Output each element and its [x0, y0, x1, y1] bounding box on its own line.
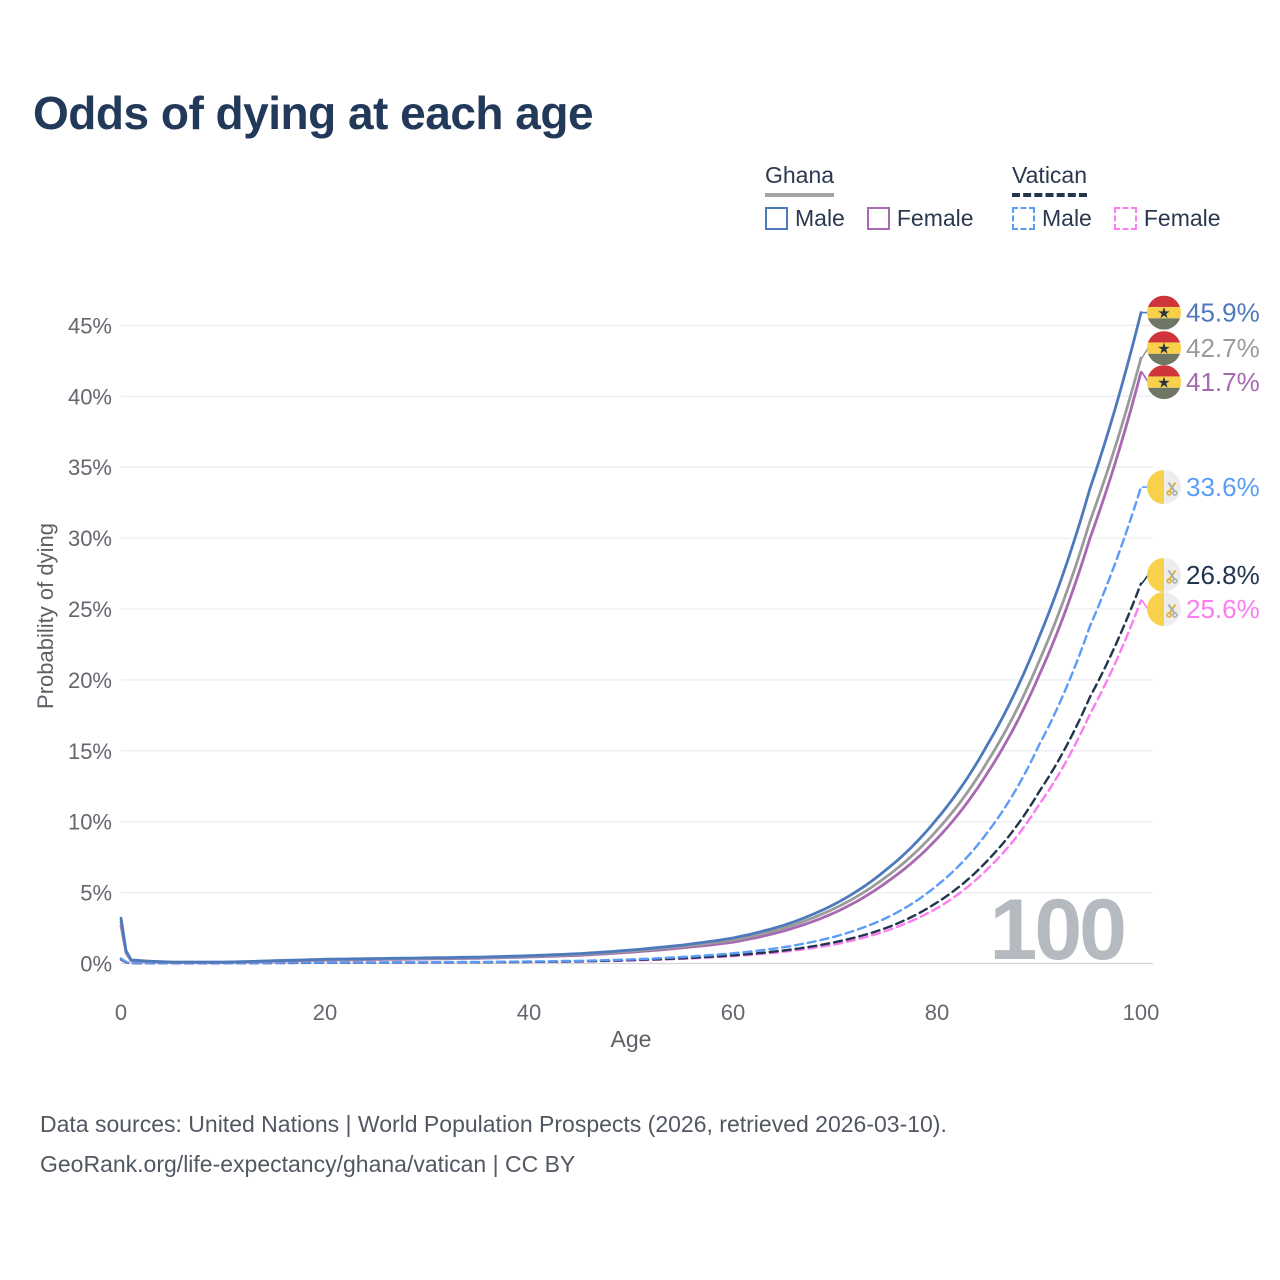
- vatican-male-end-value-label: 33.6%: [1186, 472, 1260, 502]
- x-tick-label: 20: [313, 1000, 337, 1025]
- footer-sources-line: Data sources: United Nations | World Pop…: [40, 1111, 947, 1137]
- ghana-flag-icon: ★: [1147, 331, 1181, 366]
- legend-label-vatican-male: Male: [1042, 205, 1092, 231]
- y-tick-label: 35%: [68, 455, 112, 480]
- ghana-flag-icon: ★: [1147, 365, 1181, 400]
- ghana-male-end-value-label: 45.9%: [1186, 298, 1260, 328]
- x-tick-label: 40: [517, 1000, 541, 1025]
- legend-label-vatican-female: Female: [1143, 205, 1221, 231]
- legend-items-vatican: Male Female: [1012, 205, 1221, 232]
- legend-label-ghana-female: Female: [896, 205, 974, 231]
- y-tick-label: 20%: [68, 668, 112, 693]
- vatican-flag-icon: [1147, 591, 1181, 626]
- vatican-female-line[interactable]: [119, 599, 1143, 965]
- vatican-female-end-value-label: 25.6%: [1186, 594, 1260, 624]
- legend-group-vatican: Vatican Male Female: [1012, 162, 1221, 232]
- vatican-flag-icon: [1147, 470, 1181, 505]
- legend-item-vatican-male[interactable]: Male: [1012, 205, 1092, 232]
- y-tick-label: 40%: [68, 384, 112, 409]
- ghana-total-end-value-label: 42.7%: [1186, 333, 1260, 363]
- legend-country-vatican[interactable]: Vatican: [1012, 162, 1088, 197]
- legend-country-ghana[interactable]: Ghana: [765, 162, 835, 197]
- y-tick-label: 25%: [68, 597, 112, 622]
- ghana-star: ★: [1157, 375, 1170, 392]
- legend-items-ghana: Male Female: [765, 205, 974, 232]
- vatican-female-swatch: [1113, 207, 1137, 230]
- y-tick-label: 45%: [68, 313, 112, 338]
- vatican-male-swatch: [1012, 207, 1035, 230]
- chart-title: Odds of dying at each age: [33, 87, 594, 139]
- y-tick-label: 15%: [68, 739, 112, 764]
- footer: Data sources: United Nations | World Pop…: [40, 1104, 947, 1184]
- ghana-female-end-value-label: 41.7%: [1186, 367, 1260, 397]
- legend-item-ghana-female[interactable]: Female: [866, 205, 974, 232]
- y-tick-label: 30%: [68, 526, 112, 551]
- ghana-flag-icon: ★: [1147, 295, 1181, 330]
- ghana-female-line[interactable]: [119, 370, 1143, 964]
- ghana-male-swatch: [765, 207, 788, 230]
- ghana-total-line[interactable]: [119, 356, 1143, 964]
- x-tick-label: 60: [721, 1000, 745, 1025]
- vatican-total-end-value-label: 26.8%: [1186, 560, 1260, 590]
- ghana-female-swatch: [866, 207, 890, 230]
- x-tick-label: 0: [115, 1000, 127, 1025]
- x-tick-label: 100: [1123, 1000, 1160, 1025]
- vatican-male-line[interactable]: [119, 485, 1143, 965]
- footer-url-line: GeoRank.org/life-expectancy/ghana/vatica…: [40, 1151, 576, 1177]
- x-tick-label: 80: [925, 1000, 949, 1025]
- legend-group-ghana: Ghana Male Female: [765, 162, 974, 232]
- y-tick-label: 0%: [80, 952, 112, 977]
- legend-item-ghana-male[interactable]: Male: [765, 205, 845, 232]
- legend-label-ghana-male: Male: [795, 205, 845, 231]
- legend-item-vatican-female[interactable]: Female: [1113, 205, 1221, 232]
- y-axis-title: Probability of dying: [33, 523, 58, 709]
- ghana-star: ★: [1157, 305, 1170, 322]
- age-watermark: 100: [990, 882, 1125, 978]
- y-tick-label: 10%: [68, 810, 112, 835]
- ghana-star: ★: [1157, 341, 1170, 358]
- y-tick-label: 5%: [80, 881, 112, 906]
- vatican-flag-icon: [1147, 557, 1181, 592]
- ghana-male-line[interactable]: [119, 311, 1143, 964]
- x-axis-title: Age: [610, 1026, 652, 1052]
